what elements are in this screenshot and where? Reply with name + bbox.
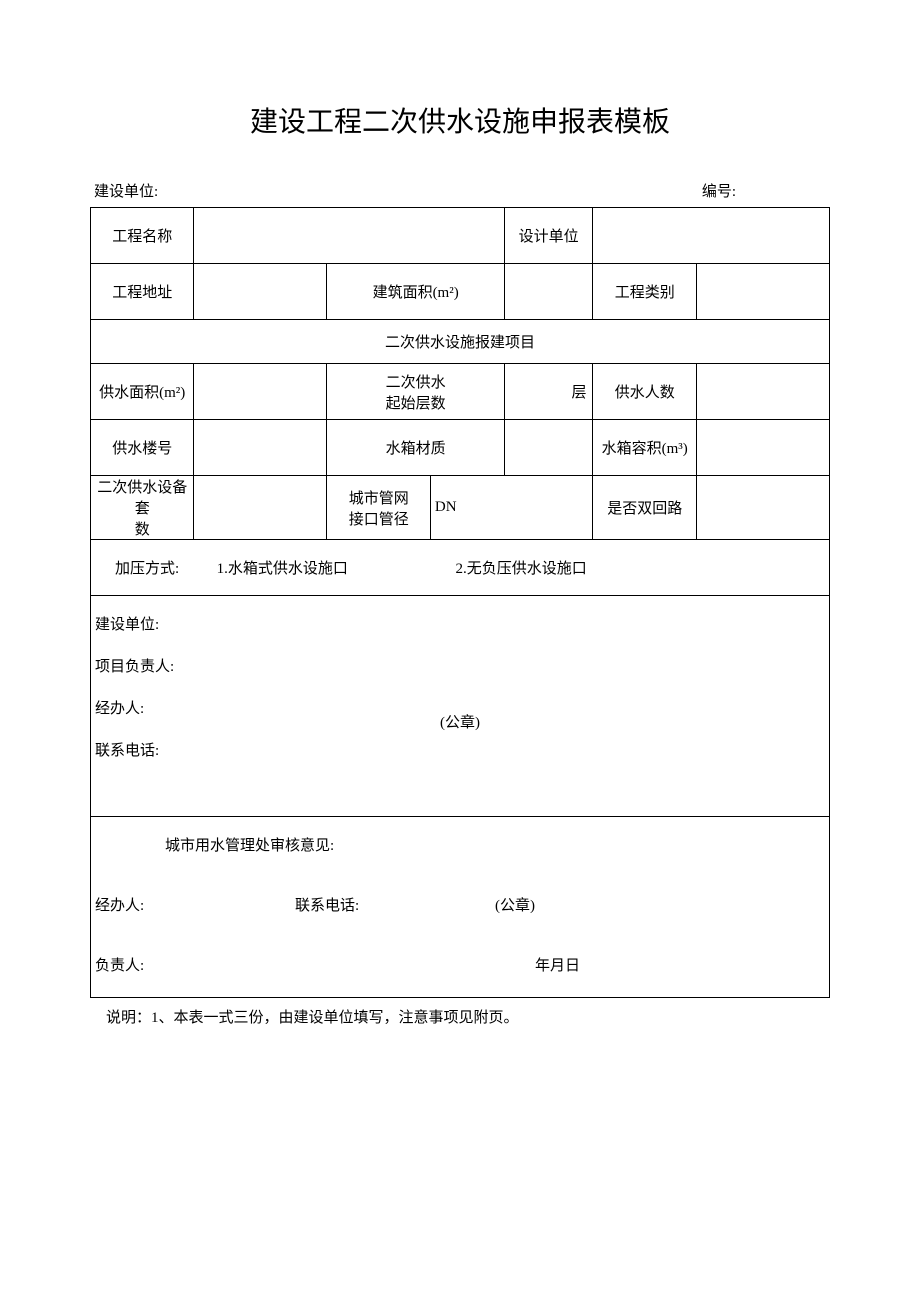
design-unit-label: 设计单位 (504, 208, 593, 264)
review-title: 城市用水管理处审核意见: (95, 825, 825, 867)
pressure-mode-cell: 加压方式: 1.水箱式供水设施口 2.无负压供水设施口 (91, 540, 830, 596)
table-row: 工程地址 建筑面积(m²) 工程类别 (91, 264, 830, 320)
seal-label: (公章) (91, 702, 829, 744)
table-row: 供水楼号 水箱材质 水箱容积(m³) (91, 420, 830, 476)
review-date-label: 年月日 (535, 945, 580, 987)
page-title: 建设工程二次供水设施申报表模板 (90, 100, 830, 140)
table-row: 工程名称 设计单位 (91, 208, 830, 264)
water-people-label: 供水人数 (593, 364, 696, 420)
project-category-label: 工程类别 (593, 264, 696, 320)
start-floor-value: 层 (504, 364, 593, 420)
application-form-table: 工程名称 设计单位 工程地址 建筑面积(m²) 工程类别 二次供水设施报建项目 … (90, 207, 830, 998)
water-area-label: 供水面积(m²) (91, 364, 194, 420)
section-header: 二次供水设施报建项目 (91, 320, 830, 364)
equipment-sets-value (194, 476, 327, 540)
review-seal-label: (公章) (495, 885, 535, 927)
project-leader-line: 项目负责人: (95, 646, 825, 688)
pressure-mode-label: 加压方式: (115, 561, 179, 577)
project-name-value (194, 208, 504, 264)
project-address-value (194, 264, 327, 320)
review-phone-label: 联系电话: (295, 885, 495, 927)
project-name-label: 工程名称 (91, 208, 194, 264)
review-opinion-cell: 城市用水管理处审核意见: 经办人: 联系电话: (公章) 负责人: 年月日 (91, 817, 830, 998)
pressure-option-2: 2.无负压供水设施口 (455, 561, 586, 577)
dual-loop-value (696, 476, 829, 540)
pipe-diameter-label: 城市管网 接口管径 (327, 476, 430, 540)
tank-material-value (504, 420, 593, 476)
building-number-label: 供水楼号 (91, 420, 194, 476)
serial-number-label: 编号: (702, 180, 736, 201)
footer-note: 说明：1、本表一式三份，由建设单位填写，注意事项见附页。 (90, 1006, 830, 1027)
tank-volume-value (696, 420, 829, 476)
project-category-value (696, 264, 829, 320)
building-area-value (504, 264, 593, 320)
construction-unit-label: 建设单位: (94, 180, 158, 201)
dual-loop-label: 是否双回路 (593, 476, 696, 540)
start-floor-label: 二次供水 起始层数 (327, 364, 504, 420)
pressure-option-1: 1.水箱式供水设施口 (217, 561, 348, 577)
pipe-diameter-value: DN (430, 476, 593, 540)
water-area-value (194, 364, 327, 420)
section-header-row: 二次供水设施报建项目 (91, 320, 830, 364)
building-area-label: 建筑面积(m²) (327, 264, 504, 320)
review-handler-label: 经办人: (95, 885, 295, 927)
construction-info-cell: 建设单位: 项目负责人: 经办人: (公章) 联系电话: (91, 596, 830, 817)
review-leader-label: 负责人: (95, 945, 535, 987)
header-row: 建设单位: 编号: (90, 180, 830, 201)
design-unit-value (593, 208, 830, 264)
table-row: 供水面积(m²) 二次供水 起始层数 层 供水人数 (91, 364, 830, 420)
equipment-sets-label: 二次供水设备套 数 (91, 476, 194, 540)
construction-unit-line: 建设单位: (95, 604, 825, 646)
building-number-value (194, 420, 327, 476)
pressure-mode-row: 加压方式: 1.水箱式供水设施口 2.无负压供水设施口 (91, 540, 830, 596)
tank-material-label: 水箱材质 (327, 420, 504, 476)
tank-volume-label: 水箱容积(m³) (593, 420, 696, 476)
project-address-label: 工程地址 (91, 264, 194, 320)
construction-info-row: 建设单位: 项目负责人: 经办人: (公章) 联系电话: (91, 596, 830, 817)
water-people-value (696, 364, 829, 420)
review-opinion-row: 城市用水管理处审核意见: 经办人: 联系电话: (公章) 负责人: 年月日 (91, 817, 830, 998)
table-row: 二次供水设备套 数 城市管网 接口管径 DN 是否双回路 (91, 476, 830, 540)
